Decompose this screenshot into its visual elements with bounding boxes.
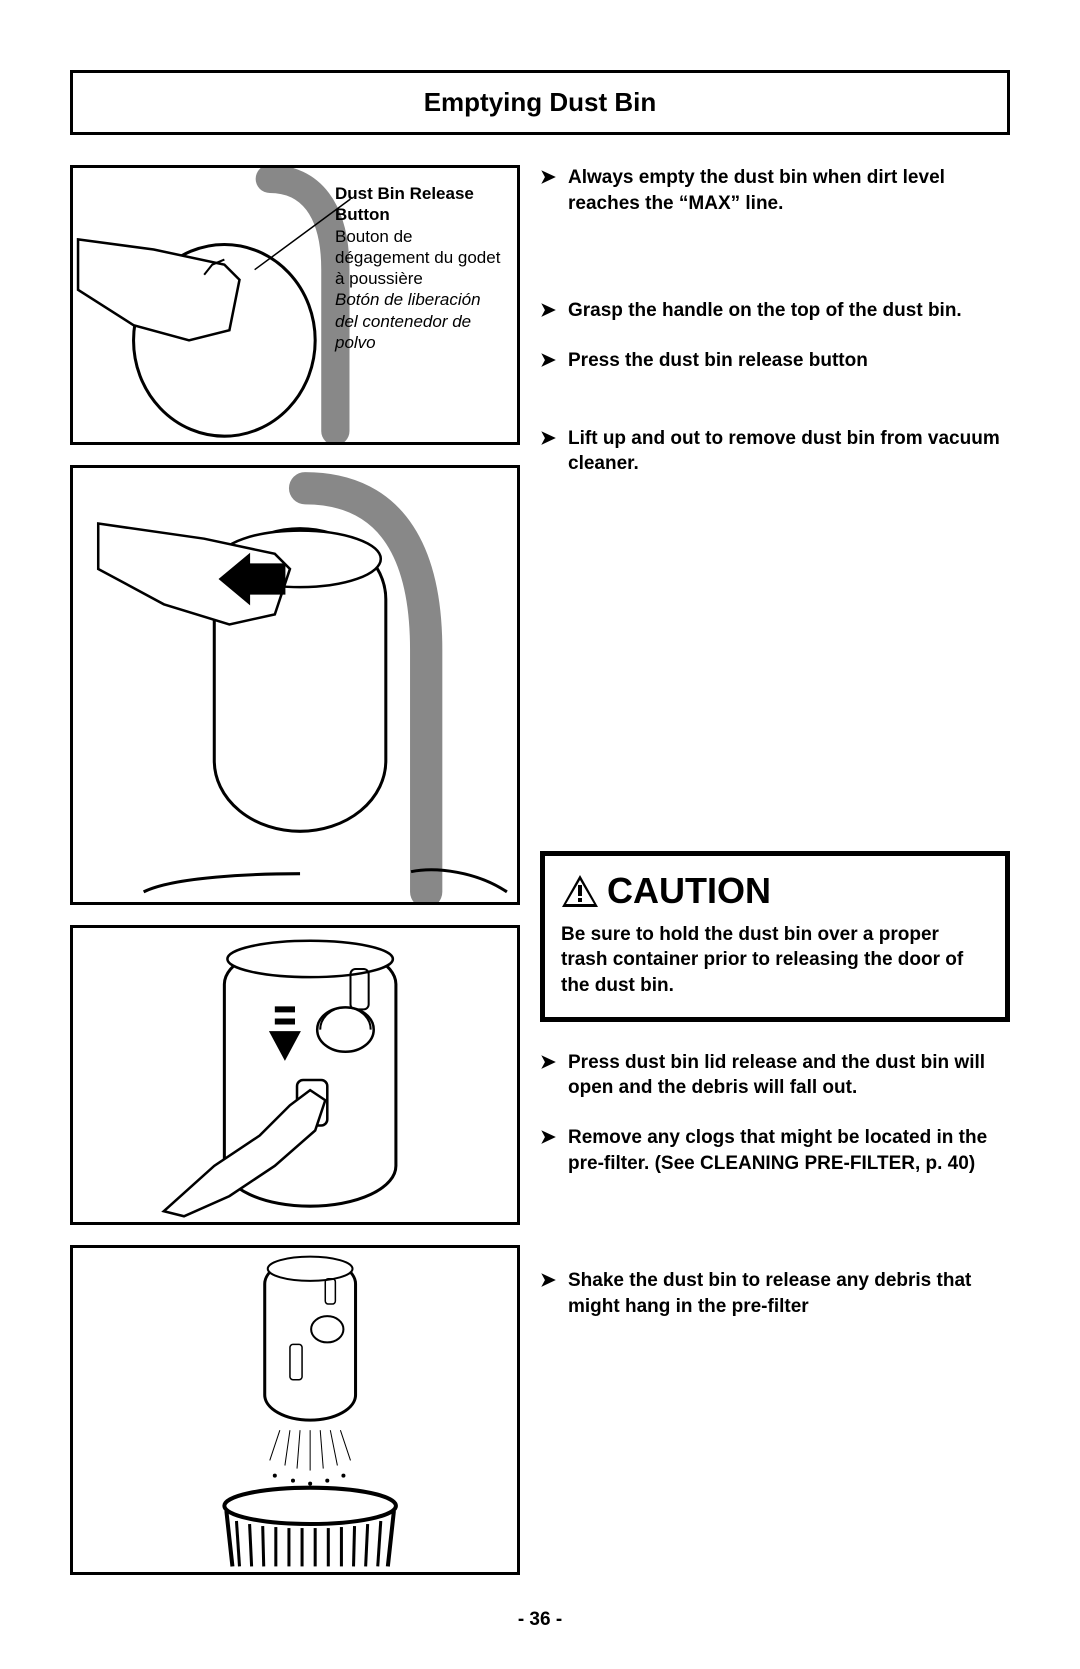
figure-2-illustration — [73, 468, 517, 902]
instruction-item: ➤ Grasp the handle on the top of the dus… — [540, 298, 1010, 324]
figure-4-shake-empty — [70, 1245, 520, 1575]
instruction-text: Shake the dust bin to release any debris… — [568, 1268, 1010, 1319]
bullet-arrow-icon: ➤ — [540, 1125, 568, 1176]
section-title: Emptying Dust Bin — [70, 70, 1010, 135]
bullet-arrow-icon: ➤ — [540, 298, 568, 324]
instruction-text: Press dust bin lid release and the dust … — [568, 1050, 1010, 1101]
instruction-item: ➤ Press the dust bin release button — [540, 348, 1010, 374]
instruction-text: Press the dust bin release button — [568, 348, 868, 374]
instructions-column: ➤ Always empty the dust bin when dirt le… — [540, 165, 1010, 1575]
instruction-text: Lift up and out to remove dust bin from … — [568, 426, 1010, 477]
caution-body-text: Be sure to hold the dust bin over a prop… — [561, 922, 989, 999]
instruction-item: ➤ Press dust bin lid release and the dus… — [540, 1050, 1010, 1101]
instruction-text: Remove any clogs that might be located i… — [568, 1125, 1010, 1176]
bullet-arrow-icon: ➤ — [540, 1050, 568, 1101]
bullet-arrow-icon: ➤ — [540, 165, 568, 216]
bullet-arrow-icon: ➤ — [540, 426, 568, 477]
figure-1-callout: Dust Bin Release Button Bouton de dégage… — [335, 183, 505, 353]
instruction-item: ➤ Remove any clogs that might be located… — [540, 1125, 1010, 1176]
figure-3-lid-release — [70, 925, 520, 1225]
bullet-arrow-icon: ➤ — [540, 1268, 568, 1319]
figure-4-illustration — [73, 1248, 517, 1572]
content-columns: Dust Bin Release Button Bouton de dégage… — [70, 165, 1010, 1575]
figure-1-release-button: Dust Bin Release Button Bouton de dégage… — [70, 165, 520, 445]
warning-triangle-icon — [561, 874, 599, 908]
callout-spanish: Botón de liberación del contenedor de po… — [335, 289, 505, 353]
caution-box: CAUTION Be sure to hold the dust bin ove… — [540, 851, 1010, 1022]
instruction-item: ➤ Always empty the dust bin when dirt le… — [540, 165, 1010, 216]
bullet-arrow-icon: ➤ — [540, 348, 568, 374]
instruction-text: Always empty the dust bin when dirt leve… — [568, 165, 1010, 216]
page-number: - 36 - — [0, 1609, 1080, 1631]
instruction-text: Grasp the handle on the top of the dust … — [568, 298, 962, 324]
instruction-item: ➤ Shake the dust bin to release any debr… — [540, 1268, 1010, 1319]
instruction-item: ➤ Lift up and out to remove dust bin fro… — [540, 426, 1010, 477]
callout-english: Dust Bin Release Button — [335, 183, 505, 226]
figure-3-illustration — [73, 928, 517, 1222]
caution-heading-text: CAUTION — [607, 870, 771, 912]
figures-column: Dust Bin Release Button Bouton de dégage… — [70, 165, 520, 1575]
callout-french: Bouton de dégagement du godet à poussièr… — [335, 226, 505, 290]
figure-2-lift-out — [70, 465, 520, 905]
caution-heading: CAUTION — [561, 870, 989, 912]
